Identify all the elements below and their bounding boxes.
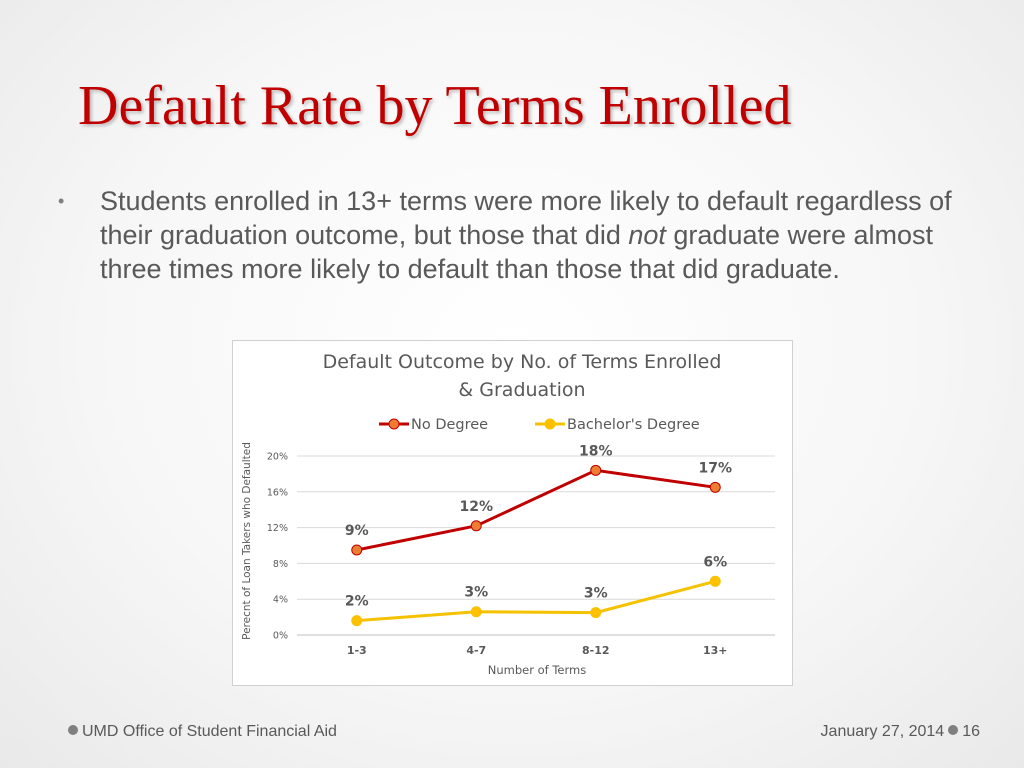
x-tick-label: 13+ [703, 644, 728, 657]
footer-dot-icon [948, 725, 959, 735]
data-point [590, 464, 602, 476]
y-tick-label: 16% [267, 487, 288, 498]
y-axis-label: Perecnt of Loan Takers who Defaulted [241, 442, 253, 640]
series-line [356, 468, 716, 552]
data-label: 3% [464, 585, 488, 601]
footer-organization: UMD Office of Student Financial Aid [64, 723, 337, 741]
footer-meta: January 27, 2014 16 [821, 723, 980, 741]
data-point [709, 481, 721, 493]
data-point [590, 607, 602, 619]
data-label: 18% [579, 443, 613, 459]
page-number: 16 [962, 723, 980, 740]
x-tick-label: 4-7 [466, 644, 486, 657]
data-label: 2% [345, 594, 369, 610]
bullet-marker: • [58, 191, 65, 211]
data-point [351, 615, 363, 627]
slide-title: Default Rate by Terms Enrolled [78, 75, 792, 137]
x-tick-label: 8-12 [582, 644, 610, 657]
y-tick-label: 4% [273, 595, 288, 606]
footer-dot-icon [68, 725, 78, 735]
footer-date: January 27, 2014 [820, 723, 945, 740]
footer-organization-text: UMD Office of Student Financial Aid [82, 723, 337, 740]
series-line [356, 579, 716, 623]
y-tick-label: 20% [267, 452, 288, 463]
bullet-emphasis: not [628, 220, 666, 250]
data-label: 6% [703, 554, 727, 570]
legend-marker [388, 418, 400, 430]
legend-entry: No Degree [411, 417, 488, 433]
chart-title-line2: & Graduation [458, 379, 585, 401]
data-point [351, 544, 363, 556]
x-tick-label: 1-3 [347, 644, 367, 657]
line-chart: Default Outcome by No. of Terms Enrolled… [241, 351, 775, 677]
legend-marker [544, 418, 556, 430]
chart-container: Default Outcome by No. of Terms Enrolled… [232, 340, 793, 686]
data-point [470, 520, 482, 532]
legend-entry: Bachelor's Degree [567, 417, 700, 433]
y-tick-label: 12% [267, 523, 288, 534]
bullet-text-part1: Students enrolled in 13+ terms were more… [100, 186, 952, 250]
data-label: 3% [584, 586, 608, 602]
y-tick-label: 0% [273, 631, 288, 642]
data-label: 12% [459, 499, 493, 515]
chart-title-line1: Default Outcome by No. of Terms Enrolled [323, 351, 722, 373]
data-label: 9% [345, 523, 369, 539]
data-label: 17% [698, 460, 732, 476]
bullet-text-part2: graduate were almost three times more li… [100, 220, 934, 284]
data-point [709, 575, 721, 587]
bullet-text: Students enrolled in 13+ terms were more… [100, 184, 970, 286]
data-point [470, 606, 482, 618]
x-axis-label: Number of Terms [488, 663, 586, 677]
y-tick-label: 8% [273, 559, 288, 570]
